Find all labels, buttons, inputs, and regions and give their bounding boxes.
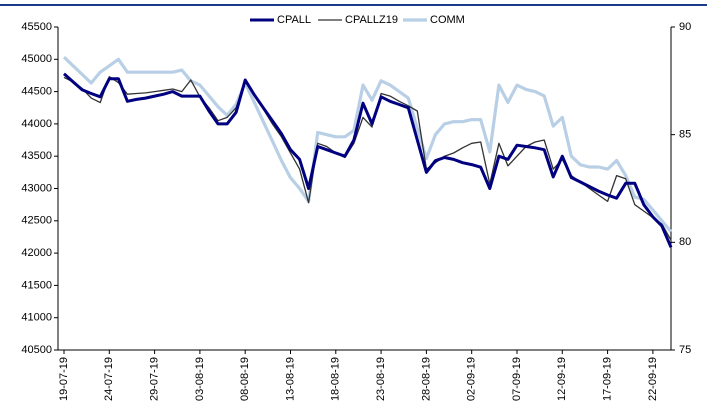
x-tick-label: 12-09-19 <box>556 357 568 401</box>
x-tick-label: 22-09-19 <box>647 357 659 401</box>
x-tick-label: 17-09-19 <box>601 357 613 401</box>
series-line <box>63 72 673 248</box>
y-tick-label: 45000 <box>21 53 52 65</box>
x-tick-label: 24-07-19 <box>103 357 115 401</box>
y-tick-label: 41500 <box>21 279 52 291</box>
legend-label: CPALLZ19 <box>345 14 398 26</box>
x-tick-label: 08-08-19 <box>239 357 251 401</box>
y2-tick-label: 85 <box>679 129 691 141</box>
y2-tick-label: 90 <box>679 21 691 33</box>
y-tick-label: 43500 <box>21 150 52 162</box>
y-tick-label: 43000 <box>21 182 52 194</box>
x-tick-label: 07-09-19 <box>511 357 523 401</box>
x-tick-label: 23-08-19 <box>375 357 387 401</box>
x-tick-label: 03-08-19 <box>194 357 206 401</box>
y-tick-label: 44500 <box>21 86 52 98</box>
y-tick-label: 42000 <box>21 247 52 259</box>
legend-label: COMM <box>430 14 465 26</box>
x-tick-label: 19-07-19 <box>58 357 70 401</box>
x-tick-label: 02-09-19 <box>466 357 478 401</box>
y-tick-label: 42500 <box>21 215 52 227</box>
y2-tick-label: 75 <box>679 344 691 356</box>
y-tick-label: 41000 <box>21 312 52 324</box>
x-tick-label: 28-08-19 <box>420 357 432 401</box>
y-tick-label: 45500 <box>21 21 52 33</box>
y-tick-label: 44000 <box>21 118 52 130</box>
x-tick-label: 29-07-19 <box>149 357 161 401</box>
series-line <box>62 55 673 233</box>
y-tick-label: 40500 <box>21 344 52 356</box>
x-tick-label: 13-08-19 <box>284 357 296 401</box>
series-line <box>63 76 672 241</box>
legend-label: CPALL <box>277 14 311 26</box>
y2-tick-label: 80 <box>679 236 691 248</box>
x-tick-label: 18-08-19 <box>330 357 342 401</box>
